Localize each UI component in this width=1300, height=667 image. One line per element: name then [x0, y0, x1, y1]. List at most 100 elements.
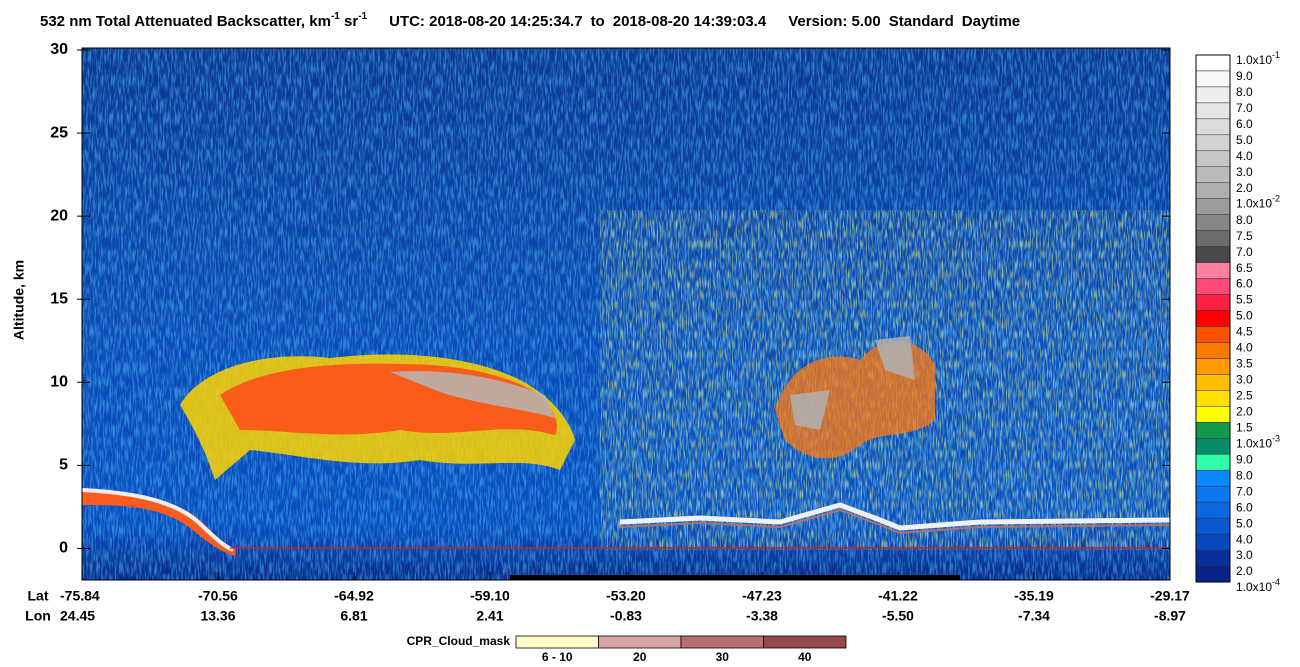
colorbar-label: 1.0x10-3: [1236, 434, 1280, 451]
colorbar-label: 6.0: [1236, 500, 1253, 514]
lon-label: -5.50: [882, 608, 914, 624]
colorbar-swatch: [1195, 118, 1231, 136]
colorbar-swatch: [1195, 294, 1231, 311]
colorbar-label: 3.5: [1236, 357, 1253, 371]
y-tick-label: 20: [50, 207, 68, 224]
colorbar-label: 5.5: [1236, 293, 1253, 307]
colorbar-label: 6.0: [1236, 277, 1253, 291]
colorbar-label-exp: -4: [1272, 577, 1280, 587]
colorbar-label: 4.5: [1236, 325, 1253, 339]
title-part: to: [591, 13, 605, 30]
colorbar-swatch: [1195, 310, 1231, 327]
colorbar-swatch: [1195, 182, 1231, 199]
colorbar-label-base: 1.0x10: [1236, 436, 1272, 450]
colorbar-label-base: 1.0x10: [1236, 53, 1272, 67]
cpr-legend-swatch: [598, 635, 682, 649]
lat-label: -75.84: [60, 588, 100, 604]
colorbar-label: 5.0: [1236, 516, 1253, 530]
colorbar-swatch: [1195, 150, 1231, 168]
colorbar-label: 4.0: [1236, 341, 1253, 355]
lon-label: -3.38: [746, 608, 778, 624]
colorbar-swatch: [1195, 102, 1231, 120]
colorbar-swatch: [1195, 453, 1231, 471]
colorbar-label: 2.0: [1236, 564, 1253, 578]
lon-label: -7.34: [1018, 608, 1050, 624]
colorbar-label: 9.0: [1236, 69, 1253, 83]
colorbar-swatch: [1195, 517, 1231, 535]
lat-label: -53.20: [606, 588, 646, 604]
colorbar-label-exp: -2: [1272, 194, 1280, 204]
colorbar-label: 6.5: [1236, 261, 1253, 275]
x-row-label: Lat: [28, 588, 49, 604]
colorbar-swatch: [1195, 262, 1231, 279]
y-tick-label: 10: [50, 374, 68, 391]
backscatter-image: [82, 48, 1170, 580]
colorbar-label: 2.0: [1236, 181, 1253, 195]
lon-label: 6.81: [340, 608, 367, 624]
colorbar-swatch: [1195, 70, 1231, 88]
lon-label: 2.41: [476, 608, 503, 624]
colorbar-swatch: [1195, 533, 1231, 551]
title-part: Standard: [889, 13, 954, 30]
cpr-legend-label: 30: [716, 650, 730, 664]
colorbar-swatch: [1195, 501, 1231, 519]
colorbar-label: 2.0: [1236, 405, 1253, 419]
flag-bar: [510, 575, 960, 580]
colorbar-label: 9.0: [1236, 452, 1253, 466]
cpr-legend-title: CPR_Cloud_mask: [407, 634, 511, 648]
colorbar-swatch: [1195, 278, 1231, 295]
lat-label: -59.10: [470, 588, 510, 604]
surface: [619, 508, 1170, 535]
colorbar-label: 5.0: [1236, 133, 1253, 147]
colorbar-label: 2.5: [1236, 389, 1253, 403]
colorbar-swatch: [1195, 134, 1231, 152]
y-tick-label: 25: [50, 124, 68, 141]
lat-label: -64.92: [334, 588, 374, 604]
colorbar-swatch: [1195, 86, 1231, 104]
y-tick-label: 5: [59, 457, 68, 474]
colorbar-label: 3.0: [1236, 548, 1253, 562]
colorbar-label: 1.5: [1236, 420, 1253, 434]
colorbar-label: 3.0: [1236, 165, 1253, 179]
colorbar-label: 8.0: [1236, 85, 1253, 99]
colorbar-swatch: [1195, 214, 1231, 231]
lat-label: -41.22: [878, 588, 918, 604]
x-row-label: Lon: [25, 608, 51, 624]
colorbar-swatch: [1195, 326, 1231, 343]
lon-label: 13.36: [200, 608, 235, 624]
y-tick-label: 15: [50, 290, 68, 307]
colorbar-label-base: 1.0x10: [1236, 197, 1272, 211]
y-tick-label: 30: [50, 41, 68, 58]
surface: [82, 488, 235, 556]
colorbar-label: 4.0: [1236, 149, 1253, 163]
colorbar-swatch: [1195, 422, 1231, 439]
title-part: Version: 5.00: [788, 13, 881, 30]
colorbar-swatch: [1195, 246, 1231, 263]
surface: [82, 488, 234, 552]
colorbar-swatch: [1195, 54, 1231, 72]
colorbar-label-exp: -3: [1272, 434, 1280, 444]
colorbar-swatch: [1195, 406, 1231, 423]
lat-label: -47.23: [742, 588, 782, 604]
colorbar-label: 7.0: [1236, 101, 1253, 115]
title-part: -1: [358, 11, 367, 22]
colorbar-swatch: [1195, 166, 1231, 184]
colorbar-swatch: [1195, 485, 1231, 503]
y-axis-label: Altitude, km: [11, 260, 27, 340]
colorbar-label: 8.0: [1236, 468, 1253, 482]
lon-label: -8.97: [1154, 608, 1186, 624]
colorbar-frame: [1195, 54, 1231, 583]
colorbar-label-exp: -1: [1272, 50, 1280, 60]
title-part: sr: [340, 13, 359, 30]
title-part: 2018-08-20 14:39:03.4: [613, 13, 767, 30]
y-tick-label: 0: [59, 540, 68, 557]
colorbar-swatch: [1195, 390, 1231, 407]
colorbar-label: 1.0x10-1: [1236, 50, 1280, 67]
colorbar-swatch: [1195, 230, 1231, 247]
title-part: 532 nm Total Attenuated Backscatter, km: [40, 13, 331, 30]
lat-label: -29.17: [1150, 588, 1190, 604]
chart-title: 532 nm Total Attenuated Backscatter, km -…: [40, 11, 1020, 30]
colorbar-swatch: [1195, 469, 1231, 487]
colorbar-swatch: [1195, 565, 1231, 583]
